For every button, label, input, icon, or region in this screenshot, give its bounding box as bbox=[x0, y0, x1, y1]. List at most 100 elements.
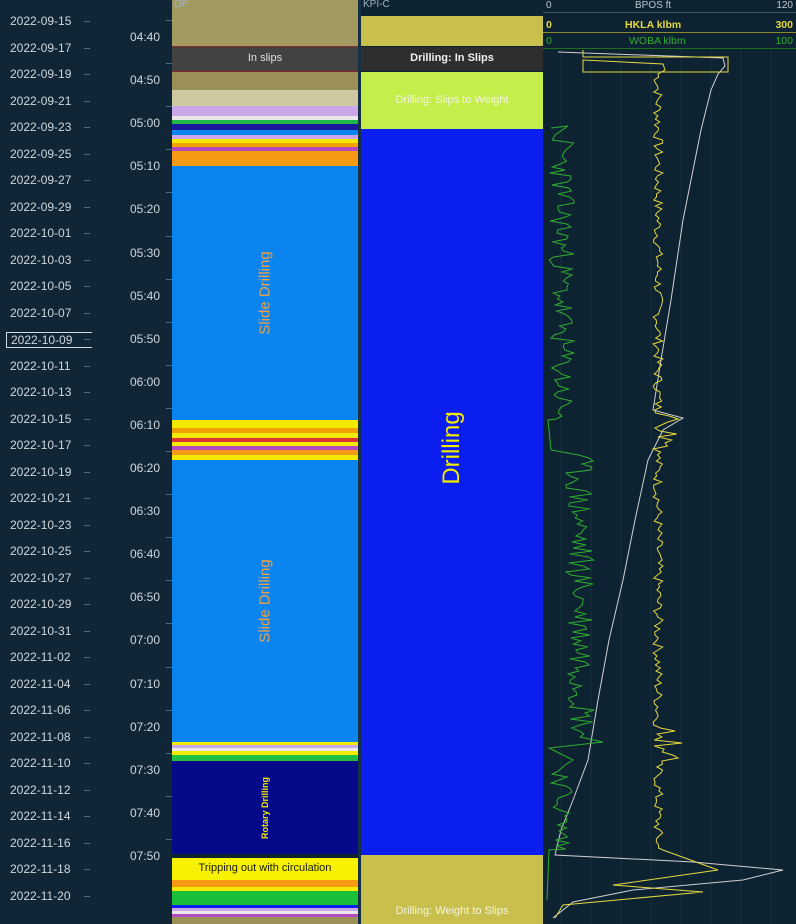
op-segment[interactable] bbox=[172, 143, 358, 147]
date-label[interactable]: 2022-10-17 bbox=[10, 438, 72, 452]
date-label[interactable]: 2022-10-13 bbox=[10, 385, 72, 399]
time-tick bbox=[166, 623, 172, 625]
op-segment-rotary-drilling[interactable]: Rotary Drilling bbox=[172, 761, 358, 854]
op-segment[interactable] bbox=[172, 748, 358, 751]
op-segment-tripping-out[interactable]: Tripping out with circulation bbox=[172, 858, 358, 880]
time-label: 05:10 bbox=[130, 159, 161, 174]
kpi-track-header: KPI-C bbox=[363, 0, 390, 10]
date-label[interactable]: 2022-10-31 bbox=[10, 623, 72, 638]
date-label[interactable]: 2022-09-21 bbox=[10, 93, 72, 108]
date-label[interactable]: 2022-11-16 bbox=[10, 835, 71, 850]
op-segment[interactable] bbox=[172, 911, 358, 914]
op-segment[interactable] bbox=[172, 106, 358, 116]
op-segment-slide-drilling-2[interactable]: Slide Drilling bbox=[172, 460, 358, 742]
op-segment[interactable] bbox=[172, 120, 358, 124]
date-label[interactable]: 2022-11-20 bbox=[10, 888, 71, 903]
date-label[interactable]: 2022-10-29 bbox=[10, 597, 72, 611]
track-separator[interactable] bbox=[358, 0, 361, 924]
op-segment[interactable] bbox=[172, 450, 358, 455]
date-label[interactable]: 2022-10-07 bbox=[10, 305, 72, 320]
date-label[interactable]: 2022-11-08 bbox=[10, 729, 71, 744]
op-segment[interactable] bbox=[172, 130, 358, 135]
op-segment[interactable] bbox=[172, 420, 358, 428]
woba-legend[interactable]: 0 WOBA klbm 100 bbox=[543, 34, 796, 49]
date-label[interactable]: 2022-09-17 bbox=[10, 40, 72, 55]
op-segment[interactable] bbox=[172, 455, 358, 460]
date-label[interactable]: 2022-09-27 bbox=[10, 173, 72, 187]
date-label[interactable]: 2022-10-21 bbox=[10, 491, 72, 505]
op-segment[interactable] bbox=[172, 745, 358, 748]
op-segment[interactable] bbox=[172, 751, 358, 755]
date-label[interactable]: 2022-10-15 bbox=[10, 411, 72, 426]
bpos-legend[interactable]: 0 BPOS ft 120 bbox=[543, 0, 796, 13]
kpi-segment-slips-to-weight[interactable]: Drilling: Slips to Weight bbox=[361, 72, 543, 129]
date-label-selected[interactable]: 2022-10-09 bbox=[6, 332, 96, 348]
time-tick bbox=[166, 666, 172, 668]
kpi-segment-in-slips[interactable]: Drilling: In Slips bbox=[361, 47, 543, 71]
date-label[interactable]: 2022-11-10 bbox=[10, 756, 71, 770]
date-label[interactable]: 2022-09-29 bbox=[10, 199, 72, 214]
op-segment[interactable] bbox=[172, 433, 358, 438]
date-label[interactable]: 2022-11-06 bbox=[10, 703, 71, 717]
kpi-segment-drilling[interactable]: Drilling bbox=[361, 129, 543, 855]
date-tick bbox=[84, 842, 90, 844]
op-segment[interactable] bbox=[172, 151, 358, 166]
bpos-min: 0 bbox=[546, 0, 552, 11]
op-segment[interactable] bbox=[172, 147, 358, 151]
date-label[interactable]: 2022-09-19 bbox=[10, 67, 72, 81]
op-segment[interactable] bbox=[172, 135, 358, 139]
op-segment[interactable] bbox=[172, 442, 358, 446]
date-label[interactable]: 2022-09-25 bbox=[10, 146, 72, 161]
bpos-name: BPOS ft bbox=[635, 0, 672, 11]
time-label: 06:00 bbox=[130, 374, 161, 389]
op-segment[interactable] bbox=[172, 917, 358, 924]
date-label[interactable]: 2022-10-27 bbox=[10, 570, 72, 585]
time-tick bbox=[166, 149, 172, 151]
op-segment[interactable] bbox=[172, 905, 358, 908]
date-label[interactable]: 2022-10-19 bbox=[10, 464, 72, 479]
date-label[interactable]: 2022-10-01 bbox=[10, 226, 72, 240]
op-segment[interactable] bbox=[172, 428, 358, 433]
op-segment[interactable] bbox=[172, 116, 358, 120]
op-segment[interactable] bbox=[172, 887, 358, 891]
date-label[interactable]: 2022-11-18 bbox=[10, 862, 71, 876]
op-segment[interactable] bbox=[172, 124, 358, 130]
hkla-legend[interactable]: 0 HKLA klbm 300 bbox=[543, 18, 796, 33]
date-label[interactable]: 2022-10-03 bbox=[10, 252, 72, 267]
kpi-track[interactable]: KPI-C Drilling: In Slips Drilling: Slips… bbox=[361, 0, 543, 924]
date-label[interactable]: 2022-11-04 bbox=[10, 676, 71, 691]
date-label[interactable]: 2022-11-02 bbox=[10, 650, 71, 664]
date-label[interactable]: 2022-11-14 bbox=[10, 809, 71, 823]
op-segment[interactable] bbox=[172, 742, 358, 745]
date-label[interactable]: 2022-10-23 bbox=[10, 517, 72, 532]
date-tick bbox=[84, 471, 90, 473]
op-segment[interactable] bbox=[172, 139, 358, 143]
date-label[interactable]: 2022-09-23 bbox=[10, 120, 72, 134]
op-segment[interactable] bbox=[172, 891, 358, 905]
op-segment[interactable] bbox=[172, 914, 358, 917]
op-segment[interactable] bbox=[172, 72, 358, 90]
op-segment[interactable] bbox=[172, 446, 358, 450]
op-segment-slide-drilling-1[interactable]: Slide Drilling bbox=[172, 166, 358, 420]
op-segment[interactable] bbox=[172, 90, 358, 106]
date-label[interactable]: 2022-09-15 bbox=[10, 14, 72, 28]
date-label[interactable]: 2022-11-12 bbox=[10, 782, 71, 797]
curves-track[interactable]: 0 BPOS ft 120 0 HKLA klbm 300 0 WOBA klb… bbox=[543, 0, 796, 924]
date-label[interactable]: 2022-10-05 bbox=[10, 279, 72, 293]
op-segment[interactable] bbox=[172, 755, 358, 761]
op-track[interactable]: OP In slips Slide Drilling Slide Drillin… bbox=[172, 0, 358, 924]
op-segment-olive[interactable] bbox=[172, 0, 358, 47]
date-tick bbox=[84, 736, 90, 738]
time-label: 04:40 bbox=[130, 30, 161, 44]
time-tick bbox=[166, 407, 172, 409]
kpi-segment-weight-to-slips[interactable]: Drilling: Weight to Slips bbox=[361, 855, 543, 924]
op-segment[interactable] bbox=[172, 880, 358, 887]
op-segment[interactable] bbox=[172, 908, 358, 911]
date-label[interactable]: 2022-10-11 bbox=[10, 358, 71, 373]
op-segment[interactable] bbox=[172, 438, 358, 442]
date-label[interactable]: 2022-10-25 bbox=[10, 544, 72, 558]
op-slide-drilling-label-1: Slide Drilling bbox=[256, 251, 274, 335]
kpi-segment-olive[interactable] bbox=[361, 16, 543, 46]
op-segment-in-slips[interactable]: In slips bbox=[172, 47, 358, 72]
date-tick bbox=[84, 816, 90, 817]
